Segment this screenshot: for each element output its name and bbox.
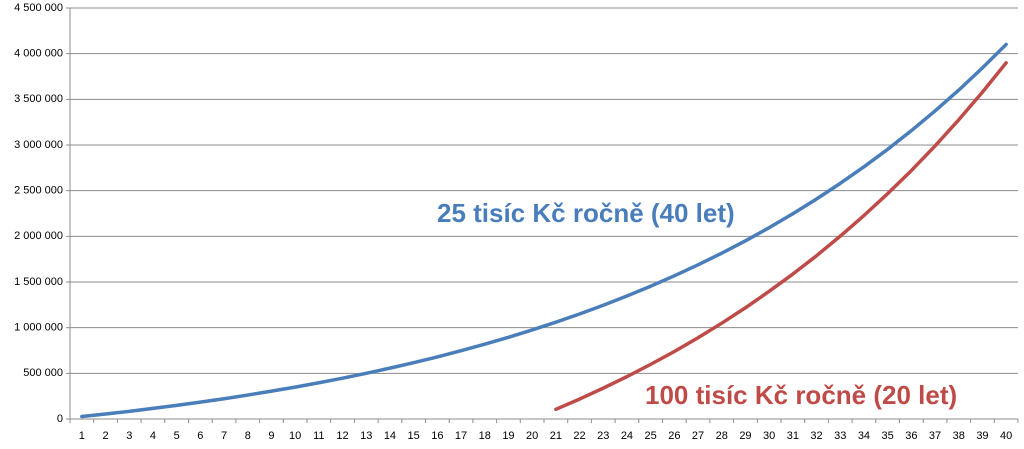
x-tick-label: 13 — [360, 430, 372, 442]
y-tick-label: 1 500 000 — [14, 276, 63, 288]
y-tick-label: 4 000 000 — [14, 48, 63, 60]
x-tick-label: 12 — [336, 430, 348, 442]
x-tick-label: 8 — [245, 430, 251, 442]
x-tick-label: 40 — [1000, 430, 1012, 442]
x-tick-label: 21 — [550, 430, 562, 442]
x-tick-label: 24 — [621, 430, 633, 442]
x-tick-label: 33 — [834, 430, 846, 442]
series-line — [554, 61, 1008, 412]
x-tick-label: 20 — [526, 430, 538, 442]
y-tick-label: 2 500 000 — [14, 185, 63, 197]
x-tick-label: 28 — [716, 430, 728, 442]
x-tick-label: 38 — [953, 430, 965, 442]
x-tick-label: 5 — [174, 430, 180, 442]
y-tick-label: 0 — [57, 413, 63, 425]
x-tick-label: 34 — [858, 430, 870, 442]
series-label: 25 tisíc Kč ročně (40 let) — [437, 198, 735, 228]
x-tick-label: 4 — [150, 430, 156, 442]
y-tick-label: 1 000 000 — [14, 322, 63, 334]
x-tick-label: 26 — [668, 430, 680, 442]
x-tick-label: 6 — [197, 430, 203, 442]
x-tick-label: 7 — [221, 430, 227, 442]
y-tick-label: 4 500 000 — [14, 2, 63, 14]
x-tick-label: 1 — [79, 430, 85, 442]
x-tick-label: 39 — [976, 430, 988, 442]
x-tick-label: 10 — [289, 430, 301, 442]
x-tick-label: 30 — [763, 430, 775, 442]
x-tick-label: 36 — [905, 430, 917, 442]
y-tick-label: 3 000 000 — [14, 139, 63, 151]
x-tick-label: 25 — [645, 430, 657, 442]
y-tick-label: 3 500 000 — [14, 93, 63, 105]
series-line — [80, 42, 1008, 419]
x-tick-label: 11 — [313, 430, 324, 442]
x-tick-label: 16 — [431, 430, 443, 442]
x-tick-label: 18 — [479, 430, 491, 442]
y-tick-label: 500 000 — [23, 367, 63, 379]
x-tick-label: 9 — [268, 430, 274, 442]
x-tick-label: 32 — [810, 430, 822, 442]
x-tick-label: 23 — [597, 430, 609, 442]
x-tick-label: 17 — [455, 430, 467, 442]
x-tick-label: 2 — [102, 430, 108, 442]
y-tick-label: 2 000 000 — [14, 230, 63, 242]
x-tick-label: 29 — [739, 430, 751, 442]
x-tick-label: 31 — [787, 430, 799, 442]
x-tick-label: 14 — [384, 430, 396, 442]
x-tick-label: 15 — [408, 430, 420, 442]
x-tick-label: 22 — [573, 430, 585, 442]
x-tick-label: 3 — [126, 430, 132, 442]
series-label: 100 tisíc Kč ročně (20 let) — [645, 380, 957, 410]
x-tick-label: 19 — [502, 430, 514, 442]
x-tick-label: 27 — [692, 430, 704, 442]
x-tick-label: 37 — [929, 430, 941, 442]
x-tick-label: 35 — [882, 430, 894, 442]
